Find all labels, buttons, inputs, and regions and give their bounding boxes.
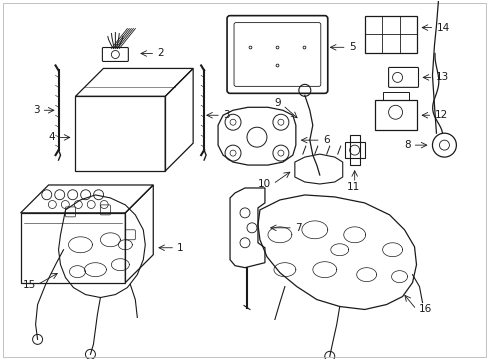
Text: 12: 12 (433, 110, 447, 120)
Text: 15: 15 (22, 280, 36, 289)
Text: 14: 14 (436, 23, 449, 33)
Text: 4: 4 (49, 132, 56, 143)
Text: 6: 6 (322, 135, 329, 145)
Text: 5: 5 (348, 42, 355, 52)
Text: 3: 3 (33, 105, 40, 115)
Text: 9: 9 (274, 98, 280, 108)
Text: 11: 11 (346, 182, 359, 192)
Text: 7: 7 (294, 223, 301, 233)
Text: 13: 13 (435, 72, 448, 82)
Text: 3: 3 (223, 110, 229, 120)
Text: 1: 1 (177, 243, 183, 253)
Text: 2: 2 (157, 49, 163, 58)
Text: 16: 16 (418, 305, 431, 315)
Text: 8: 8 (403, 140, 410, 150)
Text: 10: 10 (257, 179, 270, 189)
